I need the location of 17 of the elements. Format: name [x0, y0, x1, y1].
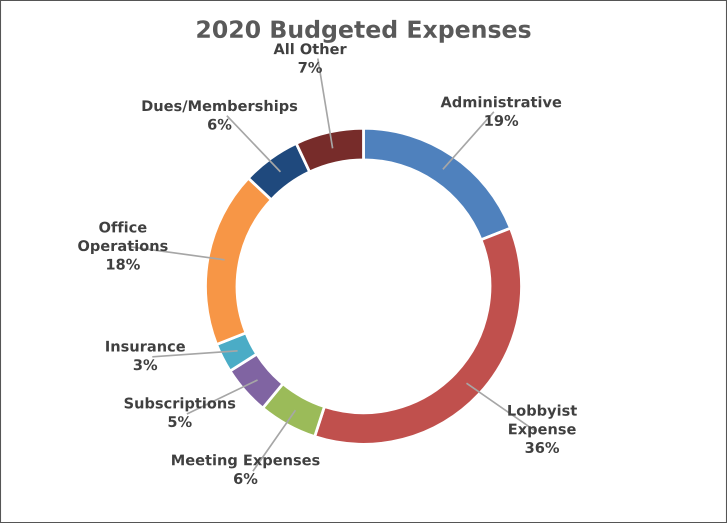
data-label: 6% — [234, 473, 258, 484]
slice-label: Office Operations — [78, 221, 168, 254]
slice-label: Administrative — [440, 96, 562, 108]
slice-label: Dues/Memberships — [142, 100, 298, 114]
data-label: 5% — [168, 416, 192, 428]
slice-label: Subscriptions — [124, 397, 236, 412]
data-label: 7% — [298, 62, 322, 73]
slice-label: Meeting Expenses — [172, 454, 320, 468]
data-label: 3% — [134, 359, 158, 370]
data-label: 19% — [485, 114, 518, 126]
chart-title: 2020 Budgeted Expenses — [197, 20, 530, 43]
slice-label: All Other — [274, 43, 347, 54]
data-label: 6% — [208, 118, 232, 130]
data-label: 36% — [526, 442, 560, 454]
slice-label: Lobbyist Expense — [508, 404, 577, 438]
slice-label: Insurance — [106, 340, 185, 352]
data-label: 18% — [107, 258, 140, 270]
